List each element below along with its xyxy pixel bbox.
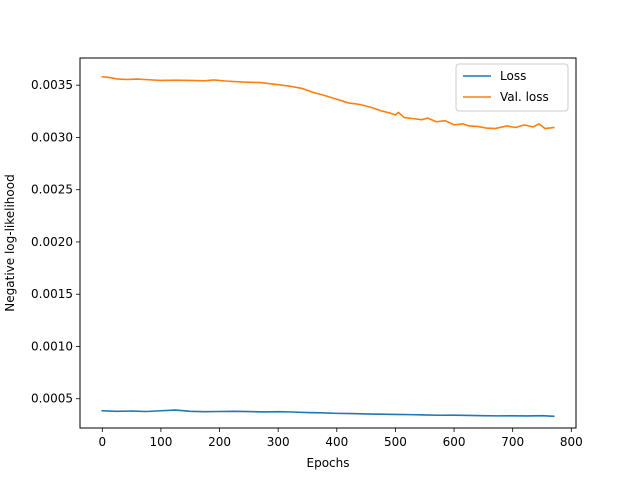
- y-axis: 0.0005 0.0010 0.0015 0.0020 0.0025 0.0030 0.00…: [31, 78, 80, 406]
- series-line-val-loss: [101, 75, 555, 130]
- x-axis: 0 100 200 300 400 500 600 700 800: [98, 428, 583, 449]
- legend: Loss Val. loss: [455, 63, 569, 112]
- y-tick-label: 0.0020: [31, 235, 73, 249]
- y-tick-label: 0.0030: [31, 130, 73, 144]
- x-tick-label: 400: [325, 435, 348, 449]
- y-tick-label: 0.0010: [31, 339, 73, 353]
- legend-label-loss: Loss: [500, 69, 526, 83]
- x-tick-label: 0: [98, 435, 106, 449]
- x-tick-label: 800: [560, 435, 583, 449]
- y-tick-label: 0.0035: [31, 78, 73, 92]
- x-tick-label: 200: [208, 435, 231, 449]
- plot-area: [101, 75, 555, 418]
- x-tick-label: 600: [443, 435, 466, 449]
- axes-frame: [79, 57, 577, 429]
- series-line-loss: [101, 409, 555, 418]
- y-tick-label: 0.0015: [31, 287, 73, 301]
- x-tick-label: 500: [384, 435, 407, 449]
- y-tick-label: 0.0005: [31, 392, 73, 406]
- x-tick-label: 700: [501, 435, 524, 449]
- legend-label-val-loss: Val. loss: [500, 90, 549, 104]
- x-axis-title: Epochs: [307, 456, 350, 470]
- x-tick-label: 300: [267, 435, 290, 449]
- y-axis-title: Negative log-likelihood: [3, 174, 17, 311]
- x-tick-label: 100: [149, 435, 172, 449]
- y-tick-label: 0.0025: [31, 183, 73, 197]
